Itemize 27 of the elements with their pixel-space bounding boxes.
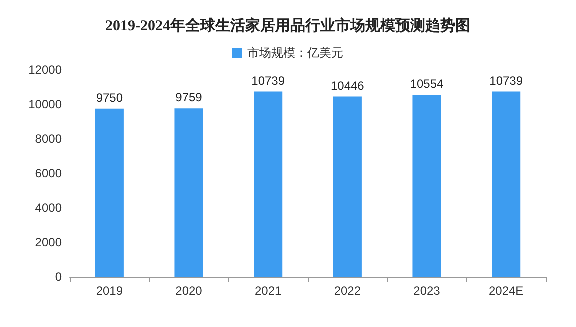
x-tick-label: 2019 bbox=[96, 284, 124, 298]
x-tick-label: 2022 bbox=[334, 284, 362, 298]
bar bbox=[492, 92, 521, 277]
y-tick-label: 12000 bbox=[28, 63, 62, 77]
bar bbox=[95, 108, 124, 277]
x-tick-label: 2024E bbox=[488, 284, 524, 298]
chart-title: 2019-2024年全球生活家居用品行业市场规模预测趋势图 bbox=[106, 16, 470, 34]
bar bbox=[333, 96, 362, 277]
x-tick-label: 2023 bbox=[414, 284, 441, 298]
data-label: 10739 bbox=[252, 74, 286, 88]
bar bbox=[254, 92, 283, 277]
bar bbox=[412, 94, 442, 277]
data-label: 10446 bbox=[330, 78, 365, 93]
y-tick-label: 4000 bbox=[35, 201, 62, 215]
legend-label: 市场规模：亿美元 bbox=[248, 46, 344, 60]
y-tick-label: 2000 bbox=[35, 236, 62, 250]
x-tick-label: 2020 bbox=[176, 284, 203, 298]
y-tick-label: 0 bbox=[55, 270, 62, 284]
x-tick-label: 2021 bbox=[254, 284, 282, 298]
data-label: 10554 bbox=[410, 76, 444, 91]
bar bbox=[174, 108, 204, 277]
y-tick-label: 8000 bbox=[35, 132, 62, 146]
y-tick-label: 10000 bbox=[28, 98, 62, 112]
data-label: 9750 bbox=[96, 90, 124, 105]
y-tick-label: 6000 bbox=[35, 166, 62, 180]
data-label: 10739 bbox=[490, 74, 524, 88]
data-label: 9759 bbox=[176, 90, 203, 105]
